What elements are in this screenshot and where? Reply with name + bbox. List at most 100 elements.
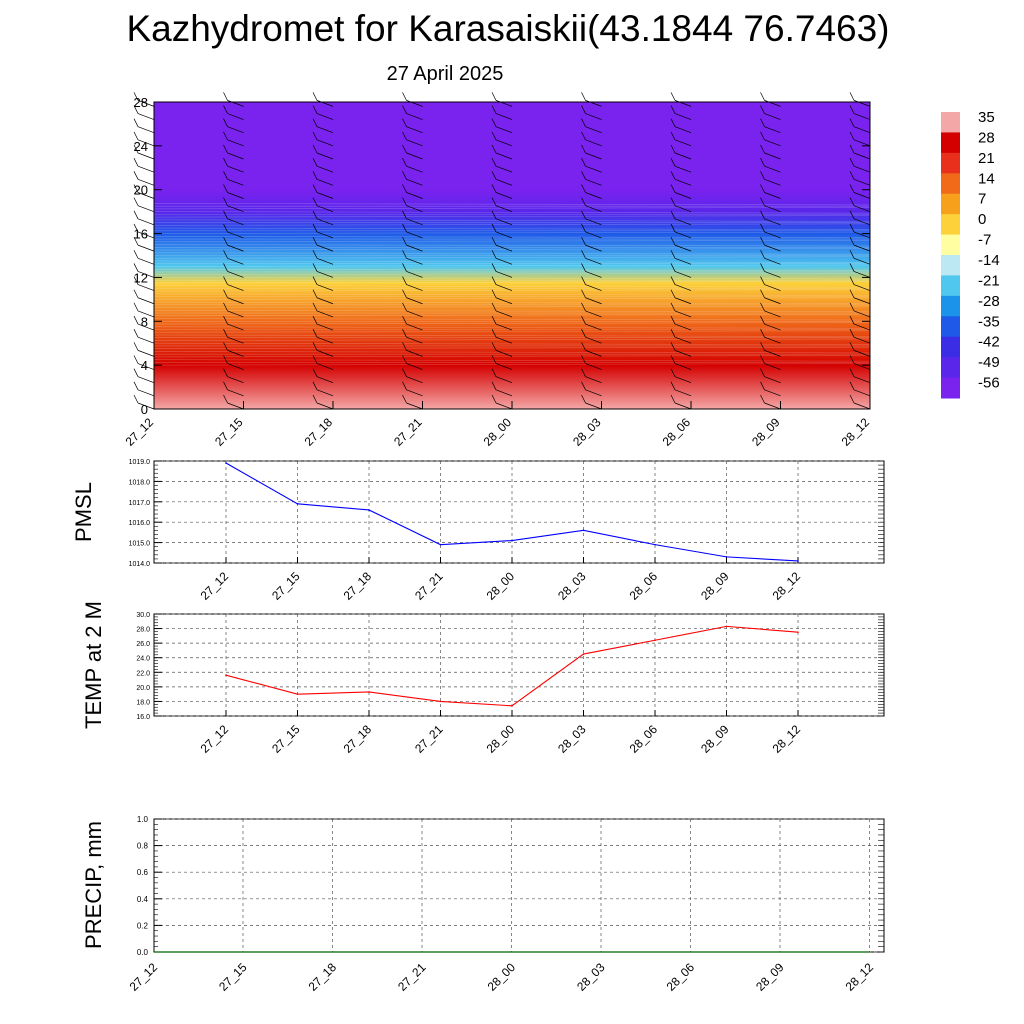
wind-barb xyxy=(316,336,334,344)
wind-barb-flag xyxy=(402,329,407,338)
colorbar-label: 14 xyxy=(978,170,995,187)
wind-barb xyxy=(316,139,334,147)
data-point xyxy=(439,543,442,546)
wind-barb xyxy=(674,113,692,120)
wind-barb-flag xyxy=(402,92,407,101)
wind-barb xyxy=(137,152,155,160)
wind-barb xyxy=(137,257,155,265)
colorbar-label: -35 xyxy=(978,313,1000,330)
wind-barb-flag xyxy=(402,184,407,193)
wind-barb xyxy=(853,402,871,410)
wind-barb xyxy=(227,139,244,147)
colorbar-label: 35 xyxy=(978,109,995,126)
wind-barb xyxy=(495,192,513,199)
x-tick-label: 27_15 xyxy=(216,960,250,994)
wind-barb-flag xyxy=(581,184,586,193)
wind-barb xyxy=(227,244,244,252)
wind-barb xyxy=(227,100,244,107)
wind-barb-flag xyxy=(491,171,497,180)
wind-barb-flag xyxy=(312,355,318,364)
wind-barb xyxy=(406,271,423,278)
wind-barb-flag xyxy=(312,381,318,390)
wind-barb-flag xyxy=(760,263,765,272)
wind-barb xyxy=(227,363,244,370)
wind-barb xyxy=(853,284,871,291)
wind-barb-flag xyxy=(223,223,228,233)
wind-barb-flag xyxy=(491,144,497,154)
wind-barb-flag xyxy=(491,92,497,101)
wind-barb-flag xyxy=(312,92,318,101)
wind-barb xyxy=(674,218,692,226)
wind-barb xyxy=(495,244,513,252)
wind-barb-flag xyxy=(133,92,139,101)
wind-barb xyxy=(585,126,602,134)
wind-barb-flag xyxy=(670,263,676,272)
contour-line xyxy=(153,236,871,239)
wind-barb-flag xyxy=(223,329,228,338)
wind-barb-flag xyxy=(849,289,855,298)
wind-barb xyxy=(406,310,423,318)
wind-barb-flag xyxy=(581,355,586,364)
wind-barb-flag xyxy=(760,342,765,351)
wind-barb-flag xyxy=(133,381,139,390)
data-point xyxy=(296,503,299,505)
wind-barb-flag xyxy=(223,171,228,180)
wind-barb xyxy=(495,231,513,239)
wind-barb-flag xyxy=(491,368,497,377)
wind-barb xyxy=(227,231,244,239)
wind-barb-flag xyxy=(402,263,407,272)
wind-barb-flag xyxy=(760,197,765,206)
wind-barb-flag xyxy=(491,184,497,193)
wind-barb xyxy=(585,310,602,318)
wind-barb xyxy=(227,152,244,160)
wind-barb xyxy=(853,192,871,199)
x-tick-label: 28_00 xyxy=(484,569,518,603)
wind-barb-flag xyxy=(670,368,676,377)
wind-barb xyxy=(406,376,423,384)
wind-barb xyxy=(406,297,423,305)
wind-barb-flag xyxy=(849,236,855,246)
wind-barb-flag xyxy=(223,355,228,364)
colorbar-label: 7 xyxy=(978,191,986,208)
wind-barb xyxy=(137,205,155,212)
wind-barb xyxy=(227,218,244,226)
wind-barb-flag xyxy=(312,197,318,206)
wind-barb-flag xyxy=(223,131,228,141)
wind-barb xyxy=(316,192,334,199)
x-tick-label: 28_09 xyxy=(753,960,787,994)
wind-barb-flag xyxy=(223,342,228,351)
wind-barb xyxy=(853,336,871,344)
colorbar-swatch xyxy=(941,112,960,133)
wind-barb-flag xyxy=(581,144,586,154)
wind-barb-flag xyxy=(133,105,139,114)
wind-barb-flag xyxy=(849,131,855,141)
wind-barb-flag xyxy=(402,223,407,233)
wind-barb xyxy=(674,139,692,147)
contour-line xyxy=(153,268,871,272)
x-tick-label: 27_15 xyxy=(269,722,303,756)
wind-barb xyxy=(853,323,871,331)
x-tick-label: 27_21 xyxy=(391,415,425,449)
wind-barb xyxy=(406,179,423,186)
contour-line xyxy=(153,239,871,243)
wind-barb-flag xyxy=(491,315,497,325)
y-axis-label: TEMP at 2 M xyxy=(81,601,106,729)
x-tick-label: 27_12 xyxy=(198,722,232,756)
wind-barb xyxy=(585,284,602,291)
wind-barb-flag xyxy=(223,92,228,101)
wind-barb xyxy=(674,389,692,397)
wind-barb-flag xyxy=(491,263,497,272)
contour-line xyxy=(153,330,871,333)
wind-barb-flag xyxy=(670,105,676,114)
wind-barb-flag xyxy=(223,263,228,272)
colorbar-label: -7 xyxy=(978,232,991,249)
wind-barb xyxy=(585,179,602,186)
wind-barb-flag xyxy=(849,315,855,325)
wind-barb-flag xyxy=(491,131,497,141)
colorbar-swatch xyxy=(941,316,960,338)
wind-barb xyxy=(495,284,513,291)
y-tick-label: 16 xyxy=(134,227,148,242)
wind-barb-flag xyxy=(491,236,497,246)
wind-barb xyxy=(764,205,781,212)
